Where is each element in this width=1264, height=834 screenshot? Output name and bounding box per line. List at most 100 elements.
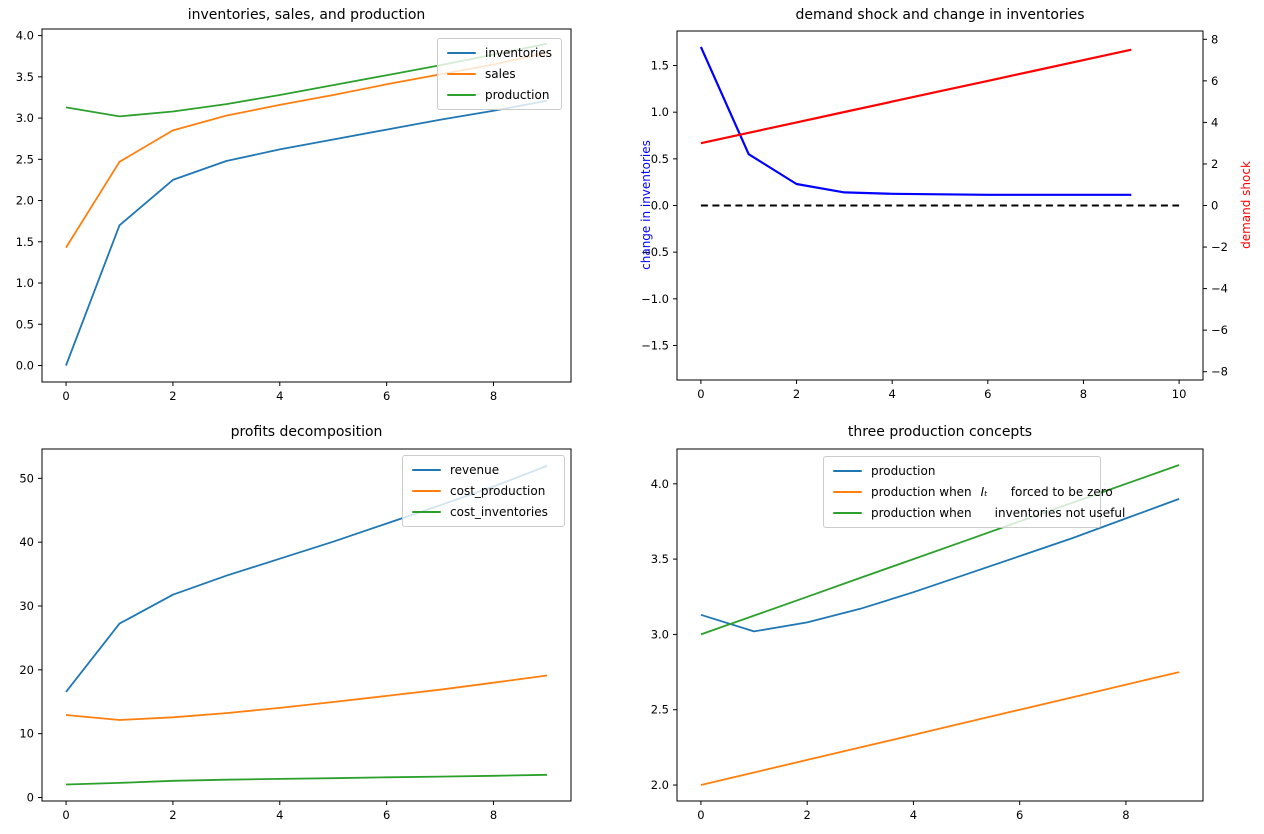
legend-item-sales: sales [447, 67, 552, 81]
y-tick-label: 0 [27, 790, 34, 804]
legend-line-swatch [412, 510, 441, 514]
legend-label: production [871, 464, 936, 478]
x-tick-label: 0 [62, 389, 69, 403]
legend: revenue cost_production cost_inventories [402, 455, 565, 527]
legend-item-revenue: revenue [412, 463, 555, 477]
y-axis-ticks: 1.5 1.0 0.5 0.0 −0.5 −1.0 −1.5 [641, 59, 677, 352]
y-tick-label: 4.0 [651, 477, 669, 491]
x-tick-label: 2 [793, 387, 800, 401]
plot-svg-three-production-concepts: 0 2 4 6 8 2.0 2.5 3.0 3.5 4.0 [651, 448, 1204, 822]
right-y-tick-label: 2 [1211, 157, 1218, 171]
x-tick-label: 10 [1172, 387, 1187, 401]
x-tick-label: 6 [383, 808, 390, 822]
chart-title: inventories, sales, and production [187, 7, 426, 23]
x-tick-label: 8 [1080, 387, 1087, 401]
legend-label: sales [485, 67, 516, 81]
legend-line-swatch [833, 511, 862, 515]
legend-label: cost_production [450, 484, 546, 498]
legend-line-swatch [447, 51, 476, 55]
legend-label: production [485, 88, 550, 102]
x-tick-label: 8 [490, 808, 497, 822]
x-tick-label: 0 [62, 808, 69, 822]
legend-label: cost_inventories [450, 505, 548, 519]
y-tick-label: 4.0 [16, 29, 34, 43]
y-tick-label: 40 [19, 535, 34, 549]
legend-item-cost-production: cost_production [412, 484, 555, 498]
x-axis-ticks: 0 2 4 6 8 [62, 382, 497, 403]
x-tick-label: 6 [383, 389, 390, 403]
chart-title: demand shock and change in inventories [795, 7, 1085, 23]
right-y-tick-label: −8 [1211, 365, 1228, 379]
x-tick-label: 4 [910, 808, 917, 822]
series-line-production [700, 498, 1180, 633]
left-y-axis-label: change in inventories [639, 140, 653, 270]
chart-inventories-sales-production: inventories, sales, and production 0 2 4 6 8… [0, 0, 632, 417]
legend-item-production-when-i: production when Iₜ forced to be zero [833, 485, 1113, 499]
right-y-tick-label: 4 [1211, 115, 1218, 129]
legend-label-right: inventories not useful [994, 506, 1126, 520]
legend-label: production when [871, 485, 972, 499]
y-tick-label: −0.5 [641, 245, 669, 259]
legend-item-production: production [833, 464, 1091, 478]
right-y-tick-label: 8 [1211, 32, 1218, 46]
right-y-axis-label: demand shock [1239, 161, 1253, 249]
legend-item-production: production [447, 88, 552, 102]
legend-label: inventories [485, 46, 552, 60]
legend: inventories sales production [437, 38, 562, 110]
y-tick-label: 2.5 [16, 152, 34, 166]
y-tick-label: 2.5 [651, 703, 669, 717]
right-y-axis-ticks: 8 6 4 2 0 −2 −4 −6 −8 [1203, 32, 1228, 379]
x-tick-label: 8 [1122, 808, 1129, 822]
x-tick-label: 0 [697, 808, 704, 822]
legend-line-swatch [447, 93, 476, 97]
y-tick-label: −1.5 [641, 338, 669, 352]
y-tick-label: 20 [19, 663, 34, 677]
y-tick-label: 1.0 [16, 276, 34, 290]
y-tick-label: 3.0 [16, 111, 34, 125]
legend-item-inventories: inventories [447, 46, 552, 60]
y-tick-label: 3.5 [16, 70, 34, 84]
y-tick-label: 10 [19, 727, 34, 741]
y-tick-label: 2.0 [16, 194, 34, 208]
legend-label: revenue [450, 463, 500, 477]
legend-line-swatch [412, 489, 441, 493]
axes-frame [676, 30, 1204, 381]
chart-profits-decomposition: profits decomposition 0 2 4 6 8 0 10 20 30 40 50 r… [0, 417, 632, 834]
legend-line-swatch [833, 490, 862, 494]
series-line-cost-inventories [65, 773, 548, 786]
y-tick-label: 3.5 [651, 552, 669, 566]
axes-frame [676, 448, 1204, 802]
y-tick-label: 0.0 [16, 359, 34, 373]
chart-title: profits decomposition [230, 424, 383, 440]
y-tick-label: 1.0 [651, 105, 669, 119]
x-tick-label: 4 [276, 389, 283, 403]
y-tick-label: 0.5 [651, 152, 669, 166]
x-tick-label: 6 [984, 387, 991, 401]
y-tick-label: 1.5 [651, 59, 669, 73]
y-tick-label: 1.5 [16, 235, 34, 249]
y-tick-label: 2.0 [651, 778, 669, 792]
legend-line-swatch [447, 72, 476, 76]
x-tick-label: 2 [169, 808, 176, 822]
chart-demand-shock-and-change-in-inventories: demand shock and change in inventories 0… [632, 0, 1264, 417]
y-axis-ticks: 0.0 0.5 1.0 1.5 2.0 2.5 3.0 3.5 4.0 [16, 29, 42, 373]
chart-three-production-concepts: three production concepts 0 2 4 6 8 2.0 2.5 3.0… [632, 417, 1264, 834]
x-axis-ticks: 0 2 4 6 8 [697, 801, 1130, 822]
y-tick-label: 30 [19, 599, 34, 613]
x-tick-label: 4 [276, 808, 283, 822]
series-line-change-in-inventories [699, 46, 1132, 196]
legend-item-cost-inventories: cost_inventories [412, 505, 555, 519]
series-line-inventories [65, 99, 548, 366]
right-y-tick-label: 0 [1211, 199, 1218, 213]
legend: production production when Iₜ forced to be… [823, 456, 1125, 528]
y-tick-label: 50 [19, 471, 34, 485]
right-y-tick-label: −2 [1211, 240, 1228, 254]
x-tick-label: 2 [169, 389, 176, 403]
y-tick-label: 0.5 [16, 317, 34, 331]
y-tick-label: 3.0 [651, 627, 669, 641]
legend-label: Iₜ [980, 485, 988, 499]
y-tick-label: 0.0 [651, 199, 669, 213]
x-tick-label: 8 [490, 389, 497, 403]
x-axis-ticks: 0 2 4 6 8 [62, 801, 497, 822]
